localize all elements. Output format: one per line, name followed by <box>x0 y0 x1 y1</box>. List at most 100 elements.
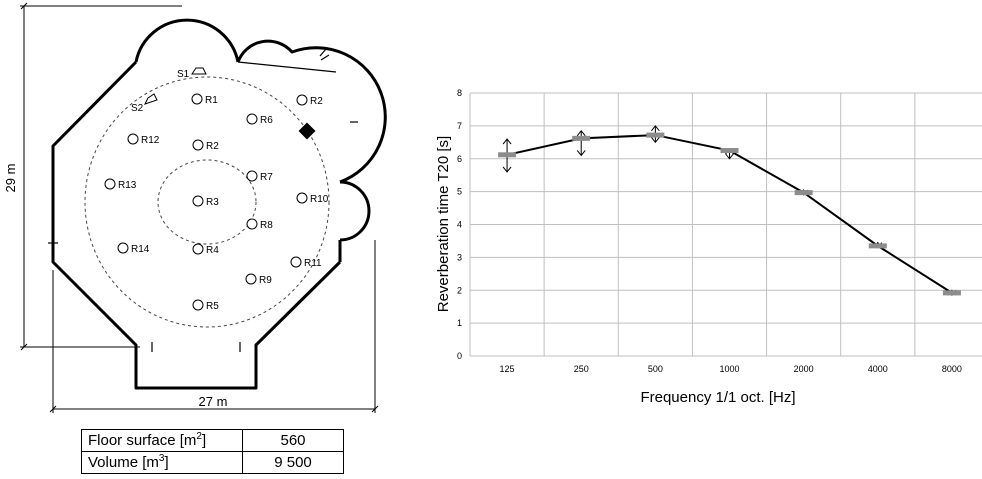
receiver-r14: R14 <box>117 242 150 255</box>
y-tick-label: 7 <box>457 121 462 131</box>
height-dimension <box>20 2 182 351</box>
receiver-label: R10 <box>310 194 329 205</box>
volume-label: Volume [m3] <box>81 451 243 474</box>
building-outline <box>51 18 387 390</box>
data-point-marker <box>794 190 813 196</box>
microphone-icon <box>290 256 302 268</box>
y-tick-label: 3 <box>457 252 462 262</box>
receiver-r12: R12 <box>127 133 160 146</box>
receiver-label: R14 <box>131 244 150 255</box>
floor-surface-value: 560 <box>242 429 344 452</box>
x-axis-label: Frequency 1/1 oct. [Hz] <box>640 389 795 406</box>
receiver-r9: R9 <box>245 273 272 286</box>
microphone-icon <box>104 178 116 190</box>
range-arrow-head <box>502 138 512 145</box>
microphone-icon <box>245 273 257 285</box>
range-arrow-head <box>725 153 734 160</box>
source-s2: S2 <box>131 93 158 114</box>
range-arrow-head <box>576 150 586 157</box>
data-point-marker <box>720 148 739 154</box>
x-tick-label: 125 <box>500 364 515 374</box>
receiver-r6: R6 <box>246 113 273 126</box>
range-arrow-head <box>650 137 660 144</box>
receiver-label: R5 <box>206 301 219 312</box>
data-point-marker <box>498 152 517 158</box>
range-arrow-head <box>576 130 586 137</box>
microphone-icon <box>127 133 139 145</box>
width-dimension <box>49 240 379 413</box>
data-point-marker <box>868 243 887 249</box>
y-tick-label: 0 <box>457 351 462 361</box>
range-arrow-head <box>650 125 660 132</box>
speaker-icon <box>144 93 158 105</box>
x-tick-label: 1000 <box>719 364 739 374</box>
microphone-icon <box>246 218 258 230</box>
microphone-icon <box>191 93 203 105</box>
y-tick-label: 6 <box>457 154 462 164</box>
room-info-table: Floor surface [m2] 560 Volume [m3] 9 500 <box>81 429 344 474</box>
chart-grid <box>469 92 982 357</box>
microphone-icon <box>246 113 258 125</box>
y-axis-label: Reverberation time T20 [s] <box>435 136 452 312</box>
receiver-label: R4 <box>206 245 219 256</box>
microphone-icon <box>192 139 204 151</box>
y-tick-label: 4 <box>457 220 462 230</box>
x-tick-label: 500 <box>648 364 663 374</box>
y-tick-label: 8 <box>457 88 462 98</box>
data-point-marker <box>572 135 591 141</box>
wall-markers <box>48 48 358 352</box>
x-tick-label: 250 <box>574 364 589 374</box>
receiver-r7: R7 <box>246 170 273 183</box>
y-tick-label: 5 <box>457 187 462 197</box>
y-tick-label: 1 <box>457 318 462 328</box>
floor-plan: 29 m 27 m S1 S2 R1 R2 <box>3 2 387 413</box>
x-tick-label: 8000 <box>942 364 962 374</box>
outer-measurement-circle <box>84 76 330 328</box>
receiver-label: R11 <box>304 258 322 269</box>
microphone-icon <box>296 192 308 204</box>
source-s1: S1 <box>177 67 207 80</box>
diamond-marker <box>298 122 316 140</box>
receiver-r13: R13 <box>104 178 137 191</box>
receiver-r3: R3 <box>192 195 219 208</box>
receiver-r1: R1 <box>191 93 218 106</box>
receiver-label: R9 <box>259 275 272 286</box>
data-point-marker <box>942 290 961 296</box>
source-label: S1 <box>177 69 190 80</box>
x-tick-label: 4000 <box>868 364 888 374</box>
receiver-r2: R2 <box>296 94 323 107</box>
y-tick-label: 2 <box>457 285 462 295</box>
receiver-label: R7 <box>260 172 273 183</box>
receiver-label: R13 <box>118 180 137 191</box>
receiver-r4: R4 <box>192 243 219 256</box>
receiver-label: R12 <box>141 135 160 146</box>
volume-value: 9 500 <box>242 451 344 474</box>
inner-measurement-circle <box>157 159 257 245</box>
microphone-icon <box>117 242 129 254</box>
speaker-icon <box>191 67 207 75</box>
receiver-label: R1 <box>205 95 218 106</box>
receiver-r11: R11 <box>290 256 322 269</box>
table-row: Volume [m3] 9 500 <box>81 451 344 474</box>
receiver-label: R2 <box>310 96 323 107</box>
microphone-icon <box>192 299 204 311</box>
width-label: 27 m <box>199 394 228 409</box>
data-point-marker <box>646 132 665 138</box>
microphone-icon <box>246 170 258 182</box>
microphone-icon <box>192 195 204 207</box>
y-tick-labels: 0 1 2 3 4 5 6 7 8 <box>457 88 462 361</box>
microphone-icon <box>296 94 308 106</box>
receiver-label: R8 <box>260 220 273 231</box>
series-line <box>498 132 961 296</box>
microphone-icon <box>192 243 204 255</box>
receivers: R1 R2 R2 R3 R4 R5 R6 R7 R8 R9 R10 R11 R1… <box>104 93 329 312</box>
height-label: 29 m <box>3 164 18 193</box>
receiver-label: R6 <box>260 115 273 126</box>
receiver-label: R2 <box>206 141 219 152</box>
receiver-label: R3 <box>206 197 219 208</box>
receiver-r5: R5 <box>192 299 219 312</box>
range-arrow-head <box>502 166 512 173</box>
source-label: S2 <box>131 103 144 114</box>
receiver-r10: R10 <box>296 192 329 205</box>
